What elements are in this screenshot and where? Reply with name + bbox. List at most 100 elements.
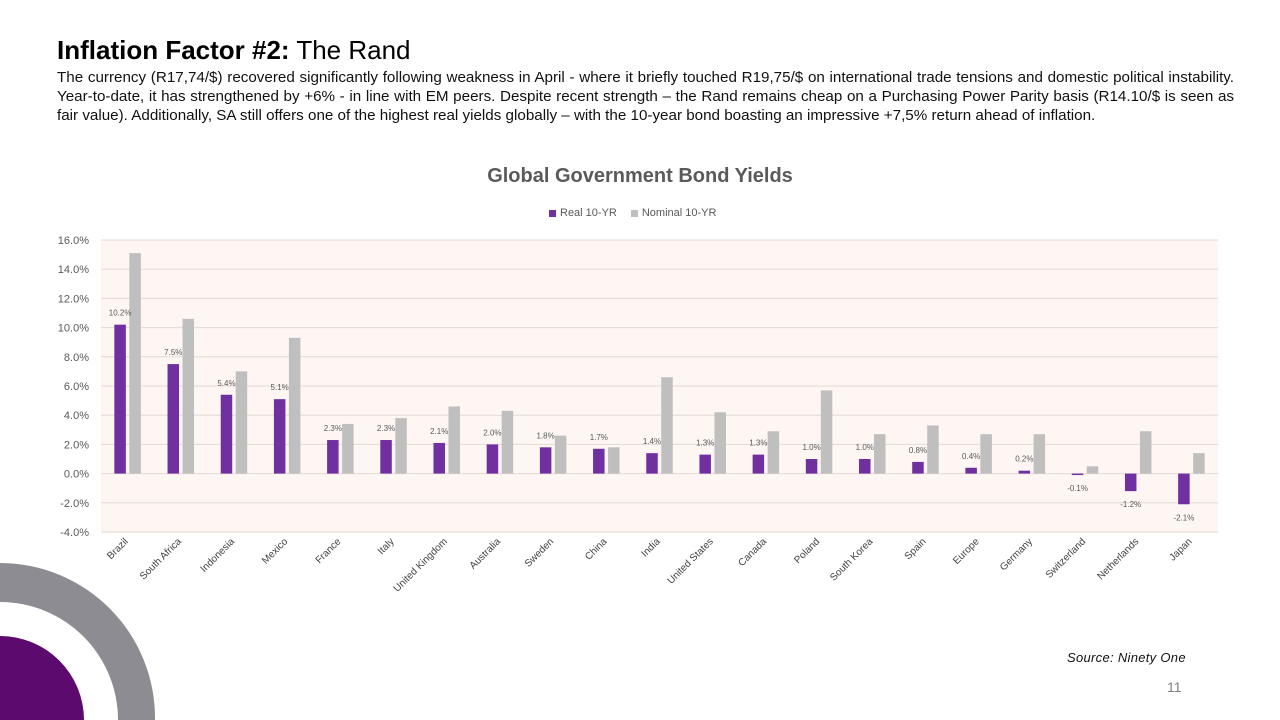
bar-real: [327, 440, 339, 474]
bar-real: [805, 459, 818, 474]
x-tick-label: Europe: [951, 536, 982, 567]
data-label-real: 1.8%: [537, 431, 555, 440]
bar-real: [699, 454, 711, 474]
gridlines: [101, 239, 1218, 533]
legend-label-real: Real 10-YR: [560, 207, 617, 219]
data-label-real: 1.7%: [590, 433, 608, 442]
bar-real: [965, 467, 977, 474]
chart-title: Global Government Bond Yields: [487, 165, 793, 187]
data-label-real: 1.3%: [749, 439, 767, 448]
x-tick-label: France: [314, 536, 344, 566]
x-tick-label: Japan: [1167, 536, 1194, 563]
bar-real: [912, 461, 924, 474]
slide-title: Inflation Factor #2: The Rand: [57, 35, 411, 66]
bar-real: [1071, 473, 1084, 476]
y-tick-label: 12.0%: [58, 293, 89, 305]
bar-nominal: [554, 435, 567, 474]
bar-nominal: [342, 423, 354, 474]
bar-nominal: [874, 434, 886, 474]
bar-nominal: [980, 434, 992, 474]
decorative-corner-rings: [0, 563, 156, 720]
data-label-real: 2.3%: [377, 424, 395, 433]
x-tick-label: United Kingdom: [392, 536, 450, 594]
bar-nominal: [1086, 466, 1099, 474]
data-label-real: 1.0%: [856, 443, 874, 452]
bar-nominal: [661, 377, 673, 474]
bar-real: [114, 324, 126, 474]
data-label-real: 10.2%: [109, 309, 132, 318]
data-label-real: -0.1%: [1067, 484, 1088, 493]
data-label-real: 5.1%: [271, 383, 289, 392]
bar-nominal: [1033, 434, 1046, 474]
x-tick-label: South Korea: [828, 536, 875, 583]
x-tick-label: United States: [666, 536, 716, 586]
x-tick-label: Spain: [903, 536, 929, 562]
bar-real: [220, 394, 233, 474]
bar-nominal: [501, 410, 514, 474]
x-tick-label: Poland: [792, 536, 822, 566]
data-label-real: 0.4%: [962, 452, 980, 461]
x-tick-label: Indonesia: [199, 536, 238, 575]
bar-real: [433, 442, 445, 474]
y-tick-label: 14.0%: [58, 264, 89, 276]
bar-real: [752, 454, 765, 474]
data-label-real: 0.2%: [1015, 455, 1033, 464]
bar-real: [1124, 473, 1137, 492]
decorative-ring-arc: [0, 563, 156, 720]
bar-real: [646, 453, 658, 474]
data-label-real: 2.3%: [324, 424, 342, 433]
x-tick-label: Canada: [736, 536, 769, 569]
bar-nominal: [714, 412, 726, 474]
slide-body-text: The currency (R17,74/$) recovered signif…: [57, 69, 1234, 124]
data-labels: 10.2% 7.5% 5.4% 5.1% 2.3% 2.3% 2.1% 2.0% 1.8% 1.7…: [109, 309, 1195, 523]
bar-nominal: [767, 431, 780, 474]
y-tick-label: 0.0%: [64, 469, 89, 481]
data-label-real: 1.0%: [802, 443, 820, 452]
data-label-real: -2.1%: [1173, 513, 1194, 522]
y-tick-label: 4.0%: [64, 410, 89, 422]
x-axis-ticks: Brazil South Africa Indonesia Mexico France I…: [105, 536, 1194, 594]
bar-nominal: [182, 318, 195, 474]
y-tick-label: 8.0%: [64, 352, 89, 364]
page-number: 11: [1167, 679, 1182, 695]
data-label-real: 1.4%: [643, 437, 661, 446]
x-tick-label: Italy: [376, 536, 397, 557]
bar-real: [539, 447, 552, 474]
bars: [114, 253, 1205, 505]
x-tick-label: Sweden: [523, 536, 556, 569]
legend-item-nominal: Nominal 10-YR: [630, 207, 717, 219]
data-label-real: 2.0%: [483, 428, 501, 437]
data-label-real: -1.2%: [1120, 500, 1141, 509]
x-tick-label: Germany: [998, 536, 1035, 573]
source-note: Source: Ninety One: [1067, 650, 1186, 665]
data-label-real: 7.5%: [164, 348, 182, 357]
bar-nominal: [927, 425, 939, 474]
bar-real: [273, 399, 286, 474]
legend-swatch-real: [549, 209, 556, 217]
bar-real: [1178, 473, 1190, 505]
y-tick-label: 16.0%: [58, 235, 89, 247]
y-tick-label: 2.0%: [64, 439, 89, 451]
y-axis-ticks: 16.0% 14.0% 12.0% 10.0% 8.0% 6.0% 4.0% 2.0% 0.0%…: [58, 235, 89, 539]
bar-real: [859, 459, 871, 474]
data-label-real: 5.4%: [217, 379, 235, 388]
data-label-real: 0.8%: [909, 446, 927, 455]
legend-swatch-nominal: [630, 209, 638, 217]
bar-nominal: [129, 253, 141, 474]
data-label-real: 2.1%: [430, 427, 448, 436]
bar-real: [380, 440, 392, 474]
y-tick-label: -4.0%: [60, 527, 89, 539]
chart-legend: Real 10-YR Nominal 10-YR: [549, 207, 730, 219]
bar-real: [593, 448, 605, 474]
bar-nominal: [448, 406, 460, 474]
data-label-real: 1.3%: [696, 439, 714, 448]
slide-title-rest: The Rand: [289, 35, 411, 65]
bar-real: [486, 444, 499, 474]
bar-nominal: [1139, 431, 1152, 474]
x-tick-label: Switzerland: [1044, 536, 1088, 580]
x-tick-label: Brazil: [105, 536, 130, 561]
x-tick-label: India: [640, 536, 663, 559]
x-tick-label: Mexico: [260, 536, 290, 566]
bar-nominal: [1193, 453, 1205, 474]
legend-label-nominal: Nominal 10-YR: [641, 207, 717, 219]
